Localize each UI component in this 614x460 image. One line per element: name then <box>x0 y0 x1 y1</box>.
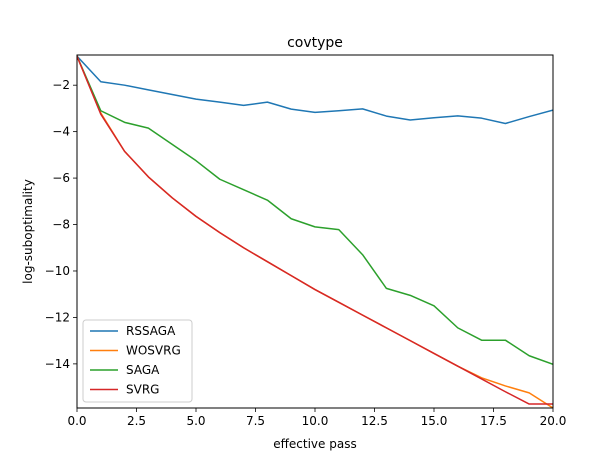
y-tick-label: −4 <box>52 125 70 139</box>
legend-label-rssaga: RSSAGA <box>126 324 176 338</box>
legend-label-wosvrg: WOSVRG <box>126 344 181 358</box>
y-tick-label: −14 <box>45 357 70 371</box>
series-layer <box>77 55 553 408</box>
legend-label-saga: SAGA <box>126 363 160 377</box>
y-tick-label: −8 <box>52 218 70 232</box>
y-tick-label: −6 <box>52 171 70 185</box>
x-tick-label: 7.5 <box>246 414 265 428</box>
x-tick-label: 10.0 <box>302 414 329 428</box>
x-tick-label: 20.0 <box>540 414 567 428</box>
legend-label-svrg: SVRG <box>126 383 159 397</box>
x-tick-label: 0.0 <box>67 414 86 428</box>
x-tick-label: 15.0 <box>421 414 448 428</box>
series-line-svrg <box>77 55 553 405</box>
y-tick-label: −12 <box>45 310 70 324</box>
x-tick-label: 2.5 <box>127 414 146 428</box>
chart-title: covtype <box>287 35 343 51</box>
x-tick-label: 12.5 <box>361 414 388 428</box>
plot-frame <box>76 54 554 409</box>
x-axis-label: effective pass <box>273 437 356 451</box>
x-tick-label: 17.5 <box>480 414 507 428</box>
y-tick-label: −10 <box>45 264 70 278</box>
y-tick-label: −2 <box>52 78 70 92</box>
series-line-saga <box>77 55 553 366</box>
y-axis-label: log-suboptimality <box>21 179 35 284</box>
legend-box <box>82 319 193 403</box>
ticks-layer: 0.0 2.5 5.0 7.5 10.0 12.5 15.0 17.5 20.0 −2 −4 −6 −8… <box>45 78 567 428</box>
x-tick-label: 5.0 <box>186 414 205 428</box>
series-line-rssaga <box>77 55 553 125</box>
legend: RSSAGA WOSVRG SAGA SVRG <box>82 319 193 403</box>
